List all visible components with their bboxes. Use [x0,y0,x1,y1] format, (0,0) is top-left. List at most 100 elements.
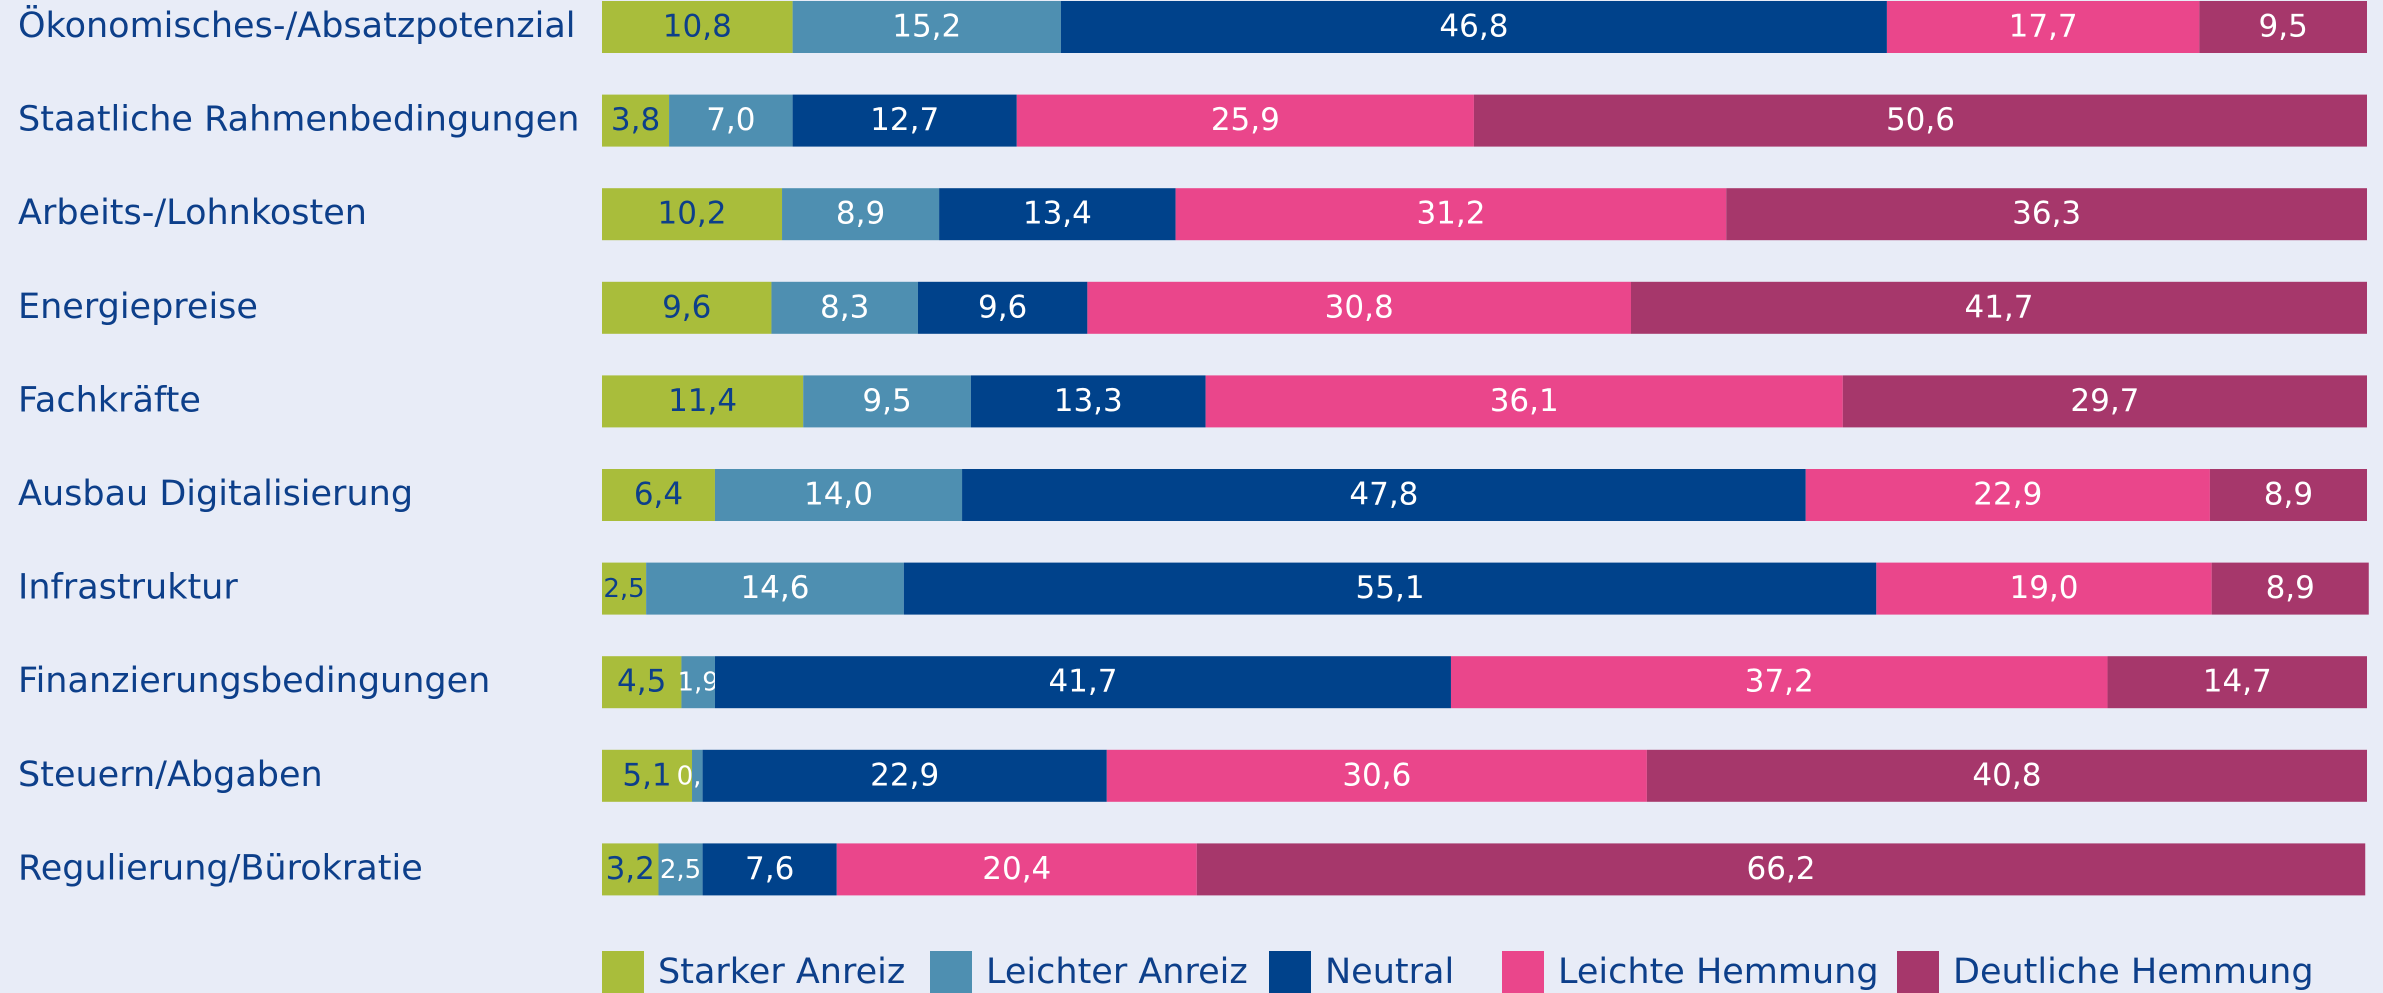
bar-segment [1016,94,1474,147]
bar-segment [2107,656,2367,709]
data-label: 55,1 [1356,570,1425,606]
legend-label: Neutral [1325,952,1454,992]
bar-segment [771,281,918,334]
data-label: 41,7 [1048,664,1117,700]
data-label: 36,1 [1490,383,1559,419]
data-label: 37,2 [1745,664,1814,700]
legend-swatch [1269,951,1311,993]
bar-segment [602,469,715,521]
data-label: 25,9 [1211,102,1280,138]
bar-segment [602,94,670,147]
bar-segment [1205,375,1843,428]
data-label: 30,6 [1342,757,1411,793]
category-label: Ökonomisches-/Absatzpotenzial [18,4,576,46]
data-label: 19,0 [2009,570,2078,606]
data-label: 47,8 [1349,477,1418,513]
data-label: 41,7 [1964,289,2033,325]
bar-segment [1876,562,2212,615]
bar-segment [702,749,1107,802]
category-label: Fachkräfte [18,380,201,420]
data-label: 29,7 [2070,383,2139,419]
data-label: 5,1 [622,757,671,793]
legend-swatch [1897,951,1939,993]
bar-segment [681,656,715,709]
data-label: 66,2 [1747,851,1816,887]
bar-segment [1473,94,2367,147]
bar-segment [2199,1,2367,53]
category-label: Ausbau Digitalisierung [18,474,413,514]
legend-swatch [930,951,972,993]
bar-segment [1450,656,2108,709]
data-label: 13,4 [1023,196,1092,232]
bar-segment [658,843,703,896]
legend-label: Leichte Hemmung [1558,952,1879,992]
data-label: 4,5 [617,664,666,700]
bar-segment [1886,1,2200,53]
bar-segment [602,188,783,241]
bar-segment [803,375,971,428]
data-label: 9,6 [978,289,1027,325]
category-label: Steuern/Abgaben [18,755,323,795]
data-label: 17,7 [2009,9,2078,45]
bar-segment [1726,188,2367,241]
bar-segment [970,375,1206,428]
bar-segment [939,188,1176,241]
bar-segment [602,281,772,334]
bar-segment [1646,749,2367,802]
bar-segment [1087,281,1631,334]
legend-label: Leichter Anreiz [986,952,1248,992]
data-label: 8,3 [820,289,869,325]
bar-segment [714,656,1451,709]
data-label: 30,8 [1325,289,1394,325]
category-label: Arbeits-/Lohnkosten [18,193,367,233]
bar-segment [702,843,837,896]
category-label: Staatliche Rahmenbedingungen [18,100,579,140]
bar-segment [792,94,1017,147]
legend-swatch [1502,951,1544,993]
bar-segment [836,843,1197,896]
data-label: 9,6 [662,289,711,325]
data-label: 13,3 [1054,383,1123,419]
data-label: 7,6 [745,851,794,887]
legend-swatch [602,951,644,993]
data-label: 9,5 [862,383,911,419]
data-label: 2,5 [660,855,701,885]
legend-label: Deutliche Hemmung [1953,952,2314,992]
data-label: 8,9 [836,196,885,232]
bar-segment [782,188,940,241]
bar-segment [1630,281,2367,334]
data-label: 14,6 [740,570,809,606]
data-label: 7,0 [706,102,755,138]
bar-segment [602,656,682,709]
data-label: 14,7 [2203,664,2272,700]
data-label: 14,0 [804,477,873,513]
data-label: 22,9 [870,757,939,793]
data-label: 22,9 [1973,477,2042,513]
bar-segment [792,1,1061,53]
bar-segment [669,94,793,147]
bar-segment [714,469,963,521]
bar-segment [1196,843,2366,896]
data-label: 20,4 [982,851,1051,887]
data-label: 11,4 [668,383,737,419]
data-label: 2,5 [603,574,644,604]
bar-segment [602,749,693,802]
data-label: 3,2 [606,851,655,887]
data-label: 6,4 [634,477,683,513]
bar-segment [692,749,703,802]
data-label: 31,2 [1416,196,1485,232]
legend-label: Starker Anreiz [658,952,905,992]
bar-segment [1060,1,1887,53]
bar-segment [962,469,1806,521]
bar-segment [602,843,659,896]
category-label: Regulierung/Bürokratie [18,848,423,888]
data-label: 10,2 [657,196,726,232]
data-label: 8,9 [2266,570,2315,606]
category-label: Energiepreise [18,287,258,327]
data-label: 3,8 [611,102,660,138]
category-label: Finanzierungsbedingungen [18,661,490,701]
data-label: 36,3 [2012,196,2081,232]
bar-segment [602,375,804,428]
bar-segment [1175,188,1727,241]
